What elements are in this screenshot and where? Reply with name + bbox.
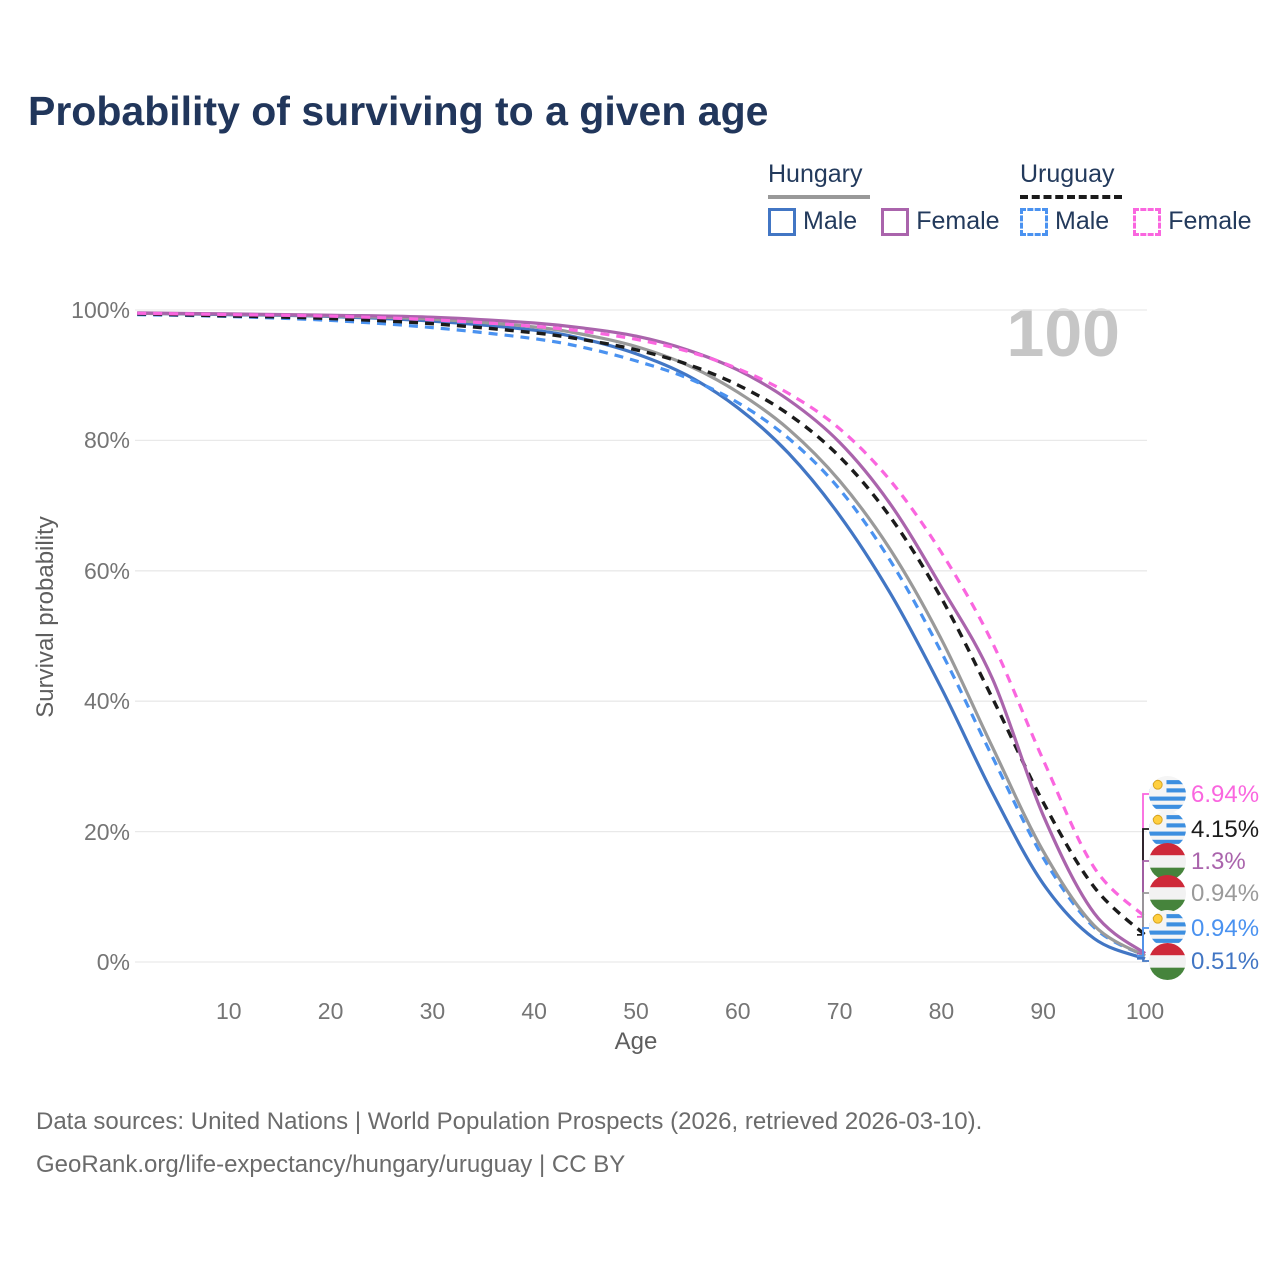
legend-swatch-icon xyxy=(768,207,796,236)
end-label-uruguay: 4.15% xyxy=(1149,811,1259,848)
end-label-value: 1.3% xyxy=(1191,847,1246,875)
x-tick-label: 20 xyxy=(317,998,344,1024)
legend-item-label: Male xyxy=(803,207,858,235)
legend-item-uruguay-male[interactable]: Male xyxy=(1020,207,1109,236)
uruguay-flag-icon xyxy=(1149,811,1186,848)
x-tick-label: 10 xyxy=(216,998,242,1024)
y-tick-label: 60% xyxy=(83,557,130,584)
hungary-flag-icon xyxy=(1149,875,1186,912)
uruguay-flag-icon xyxy=(1149,910,1186,947)
legend-item-hungary-female[interactable]: Female xyxy=(881,207,1000,236)
end-label-value: 4.15% xyxy=(1191,815,1260,843)
series-curve-hungary-male[interactable] xyxy=(137,311,1146,961)
footer: Data sources: United Nations | World Pop… xyxy=(36,1100,982,1186)
legend-country-hungary[interactable]: Hungary xyxy=(768,160,863,188)
hungary-flag-icon xyxy=(1149,943,1186,980)
x-tick-label: 70 xyxy=(826,998,853,1024)
x-tick-label: 80 xyxy=(928,998,955,1024)
end-label-value: 0.94% xyxy=(1191,879,1260,907)
end-label-hungary: 0.94% xyxy=(1149,875,1259,912)
end-label-value: 6.94% xyxy=(1191,780,1260,808)
uruguay-flag-icon xyxy=(1149,776,1186,813)
series-curve-hungary[interactable] xyxy=(137,311,1146,958)
legend-item-label: Female xyxy=(1168,207,1252,235)
legend-item-label: Female xyxy=(916,207,1000,235)
x-tick-label: 50 xyxy=(623,998,649,1024)
y-tick-label: 80% xyxy=(83,427,130,454)
end-label-connector xyxy=(1137,957,1149,962)
end-label-uruguay-male: 0.94% xyxy=(1149,910,1259,947)
x-axis-title: Age xyxy=(614,1028,658,1055)
legend-swatch-icon xyxy=(1133,207,1162,236)
legend-underline-dashed xyxy=(1020,195,1122,199)
legend-group-hungary: Hungary Male Female xyxy=(768,160,1000,236)
x-tick-label: 40 xyxy=(521,998,547,1024)
x-tick-label: 60 xyxy=(725,998,751,1024)
x-tick-label: 90 xyxy=(1030,998,1056,1024)
series-curve-uruguay-female[interactable] xyxy=(137,311,1147,918)
y-tick-label: 40% xyxy=(83,688,130,715)
legend-item-uruguay-female[interactable]: Female xyxy=(1133,207,1252,236)
series-curve-hungary-female[interactable] xyxy=(137,311,1146,955)
end-label-hungary-female: 1.3% xyxy=(1149,843,1246,880)
end-label-value: 0.94% xyxy=(1191,914,1260,942)
legend-group-uruguay: Uruguay Male Female xyxy=(1020,160,1252,236)
end-label-value: 0.51% xyxy=(1191,947,1260,975)
legend-swatch-icon xyxy=(881,207,910,236)
series-curve-uruguay[interactable] xyxy=(137,312,1147,937)
x-tick-label: 100 xyxy=(1125,998,1165,1024)
y-tick-label: 100% xyxy=(71,297,130,323)
y-axis-title: Survival probability xyxy=(32,516,59,718)
end-label-hungary-male: 0.51% xyxy=(1149,943,1259,980)
legend-item-label: Male xyxy=(1055,207,1110,235)
x-tick-label: 30 xyxy=(419,998,446,1024)
hungary-flag-icon xyxy=(1149,843,1186,880)
end-label-connector xyxy=(1137,927,1149,957)
legend-country-uruguay[interactable]: Uruguay xyxy=(1020,160,1115,188)
y-tick-label: 0% xyxy=(96,949,130,975)
legend-item-hungary-male[interactable]: Male xyxy=(768,207,857,236)
page-title: Probability of surviving to a given age xyxy=(28,88,769,134)
series-curve-uruguay-male[interactable] xyxy=(137,313,1146,958)
y-tick-label: 20% xyxy=(83,818,130,845)
footer-source-url: GeoRank.org/life-expectancy/hungary/urug… xyxy=(36,1151,626,1178)
footer-data-sources: Data sources: United Nations | World Pop… xyxy=(36,1108,983,1135)
legend-swatch-icon xyxy=(1020,207,1048,236)
legend-underline-solid xyxy=(768,195,870,199)
end-label-uruguay-female: 6.94% xyxy=(1149,776,1259,813)
